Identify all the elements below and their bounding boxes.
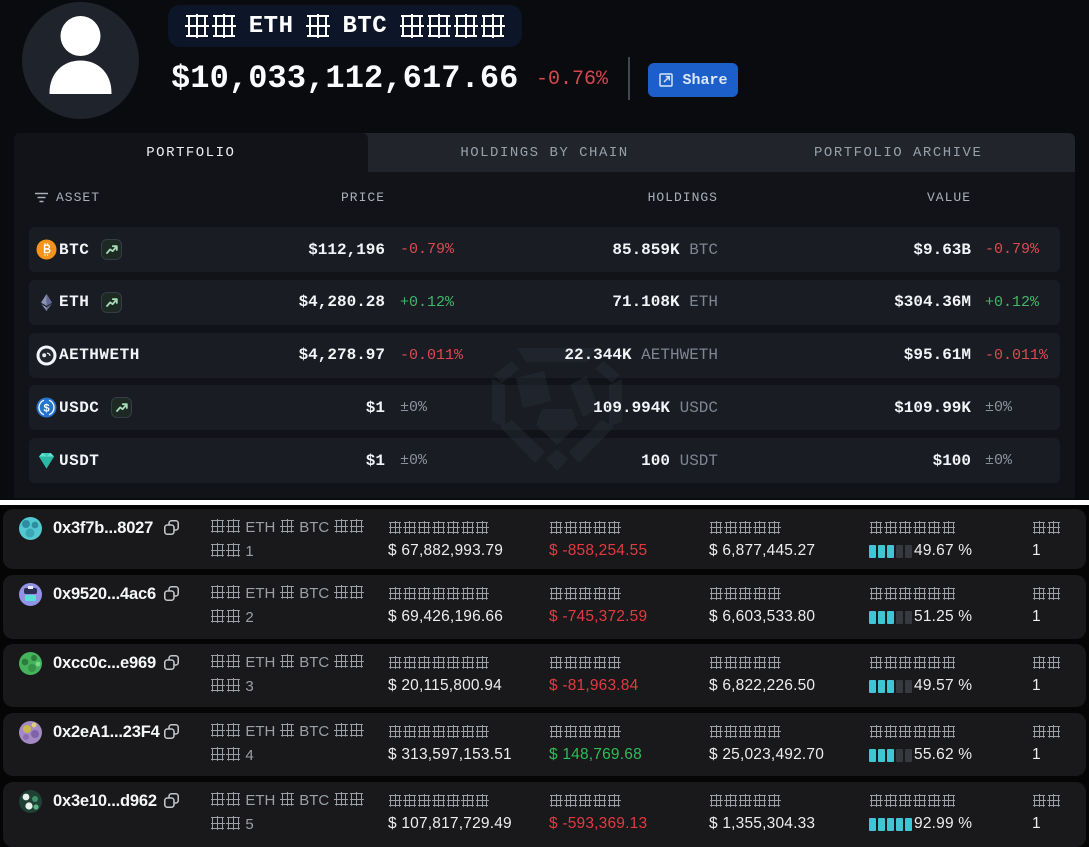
svg-text:$: $ [43, 403, 49, 415]
